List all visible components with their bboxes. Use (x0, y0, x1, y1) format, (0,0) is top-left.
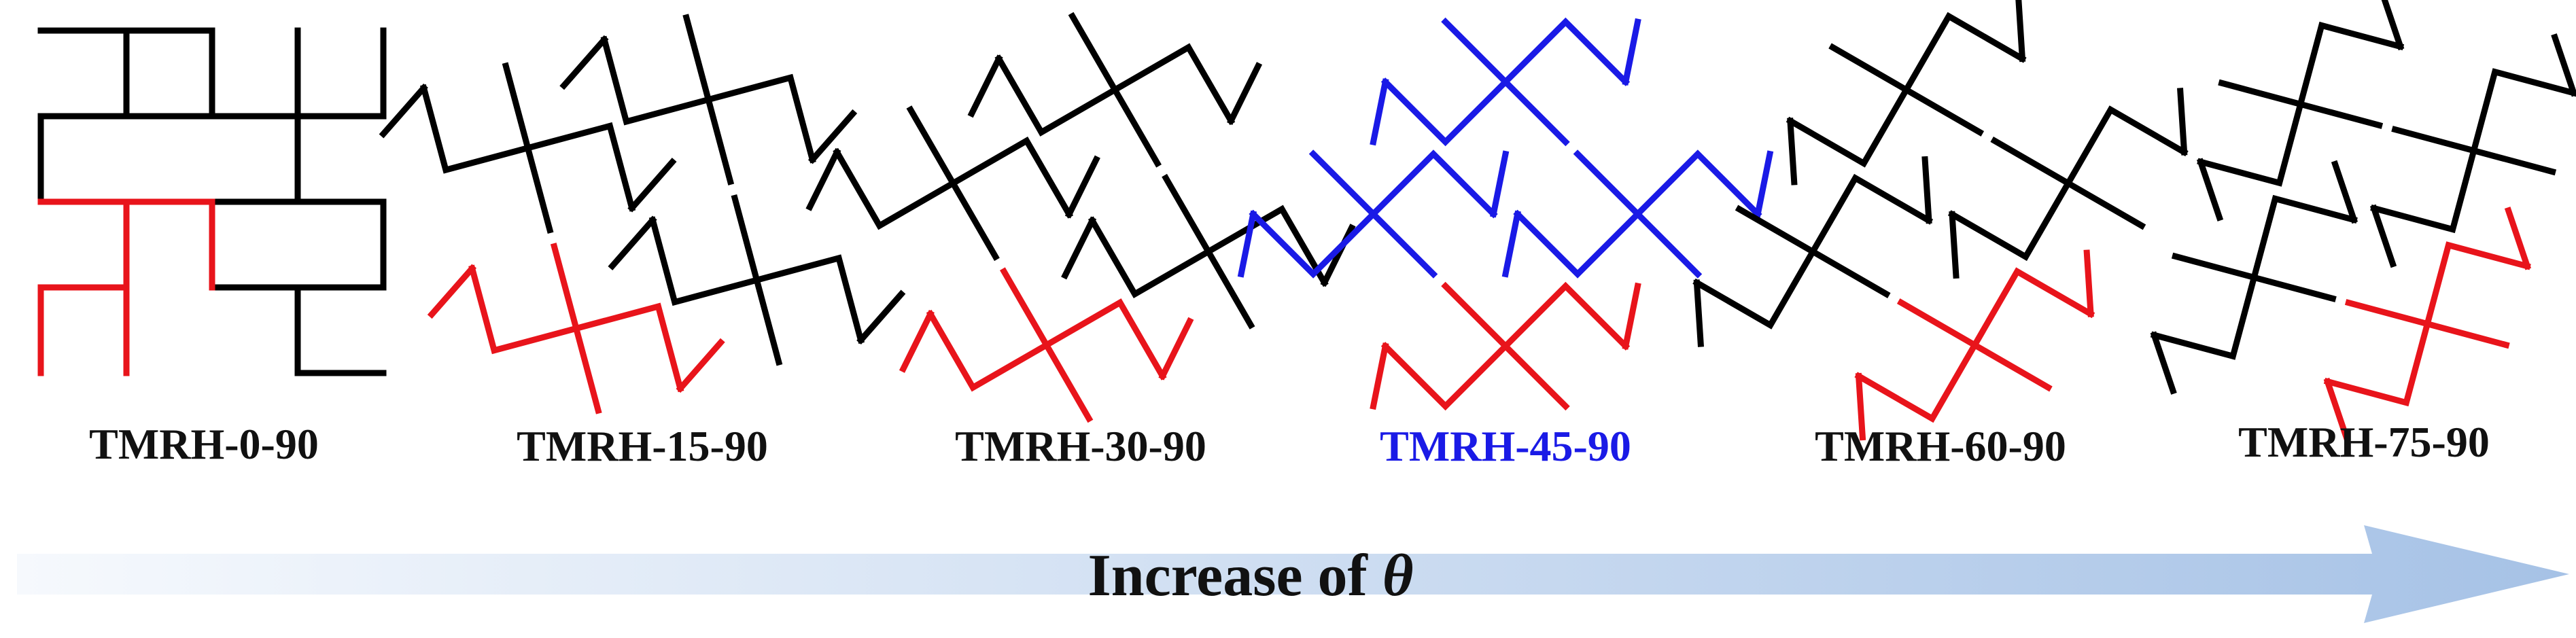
lattice-segment (209, 284, 387, 376)
panel-75-lattice (2150, 0, 2576, 442)
panel-row (37, 0, 2576, 442)
unit-cell-motif (1854, 249, 2095, 441)
lattice-motif (805, 105, 1100, 262)
theta-symbol: θ (1382, 543, 1414, 609)
lattice-motif (2369, 33, 2576, 268)
unit-cell-segment (123, 198, 215, 291)
lattice-motif (1370, 17, 1641, 147)
lattice-motif (1786, 0, 2027, 185)
lattice-motif (1692, 156, 1934, 347)
panel-45-lattice (1237, 17, 1774, 411)
panel-30-lattice (805, 12, 1356, 423)
theta-arrow: Increase of θ (17, 525, 2569, 623)
unit-cell-motif (899, 267, 1194, 423)
panel-label-45: TMRH-45-90 (1380, 422, 1631, 470)
arrow-label-text: Increase of (1087, 543, 1382, 609)
lattice-motif (379, 62, 677, 234)
panel-0-lattice (37, 27, 387, 376)
panel-15-lattice (379, 14, 906, 414)
panel-label-75: TMRH-75-90 (2238, 418, 2490, 466)
unit-cell-motif (1370, 281, 1641, 411)
panel-label-60: TMRH-60-90 (1815, 422, 2066, 470)
lattice-motif (608, 194, 906, 366)
lattice-motif (967, 12, 1263, 168)
lattice-motif (1061, 173, 1356, 330)
lattice-motif (1947, 88, 2189, 279)
lattice-segment (37, 27, 130, 120)
unit-cell-motif (2323, 207, 2532, 442)
lattice-motif (559, 14, 858, 185)
lattice-motif (1501, 149, 1774, 279)
lattice-motif (2150, 160, 2359, 395)
lattice-segment (123, 27, 215, 120)
arrow-shape (17, 525, 2569, 623)
unit-cell-motif (427, 243, 725, 414)
lattice-motif (2196, 0, 2405, 221)
panel-label-15: TMRH-15-90 (517, 422, 768, 470)
arrow-label: Increase of θ (1087, 543, 1413, 609)
panel-label-30: TMRH-30-90 (955, 422, 1206, 470)
lattice-segment (209, 198, 387, 291)
lattice-motif (1237, 149, 1510, 279)
panel-label-0: TMRH-0-90 (89, 420, 319, 468)
panel-60-lattice (1692, 0, 2189, 441)
